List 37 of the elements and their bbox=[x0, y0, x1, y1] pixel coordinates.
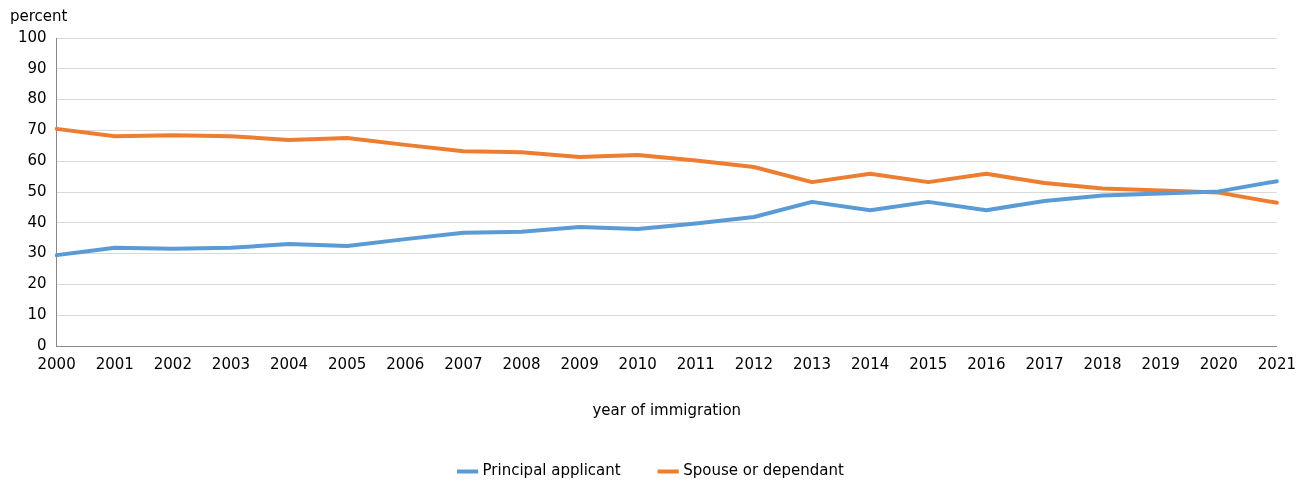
x-tick-label: 2012 bbox=[734, 354, 774, 373]
y-tick-label: 30 bbox=[27, 243, 47, 262]
x-tick-label: 2016 bbox=[967, 354, 1006, 373]
x-tick-label: 2008 bbox=[502, 354, 541, 373]
y-tick-label: 90 bbox=[27, 58, 47, 77]
y-tick-label: 50 bbox=[27, 181, 47, 200]
x-tick-label: 2011 bbox=[676, 354, 715, 373]
x-tick-label: 2017 bbox=[1025, 354, 1064, 373]
y-tick-label: 20 bbox=[27, 274, 47, 293]
x-tick-label: 2001 bbox=[95, 354, 134, 373]
x-tick-label: 2005 bbox=[328, 354, 367, 373]
y-tick-label: 100 bbox=[17, 27, 47, 46]
x-axis-title: year of immigration bbox=[592, 400, 742, 419]
x-tick-label: 2010 bbox=[618, 354, 657, 373]
y-axis-title: percent bbox=[10, 7, 68, 26]
x-tick-label: 2018 bbox=[1083, 354, 1122, 373]
x-tick-label: 2009 bbox=[560, 354, 599, 373]
x-tick-label: 2019 bbox=[1141, 354, 1180, 373]
x-tick-label: 2014 bbox=[851, 354, 890, 373]
x-tick-label: 2004 bbox=[269, 354, 309, 373]
y-tick-label: 40 bbox=[27, 212, 47, 231]
x-tick-label: 2021 bbox=[1257, 354, 1297, 373]
x-tick-label: 2000 bbox=[37, 354, 76, 373]
x-tick-label: 2007 bbox=[444, 354, 483, 373]
x-tick-label: 2020 bbox=[1199, 354, 1238, 373]
y-tick-label: 10 bbox=[27, 305, 47, 324]
x-tick-label: 2003 bbox=[211, 354, 251, 373]
y-tick-label: 70 bbox=[27, 120, 47, 139]
legend-label: Principal applicant bbox=[482, 461, 621, 480]
y-tick-label: 80 bbox=[27, 89, 47, 108]
x-tick-label: 2006 bbox=[386, 354, 425, 373]
y-tick-label: 60 bbox=[27, 151, 47, 170]
y-tick-label: 0 bbox=[37, 335, 47, 354]
x-tick-label: 2013 bbox=[792, 354, 832, 373]
x-tick-label: 2015 bbox=[909, 354, 948, 373]
legend-label: Spouse or dependant bbox=[683, 461, 845, 480]
x-tick-label: 2002 bbox=[153, 354, 192, 373]
